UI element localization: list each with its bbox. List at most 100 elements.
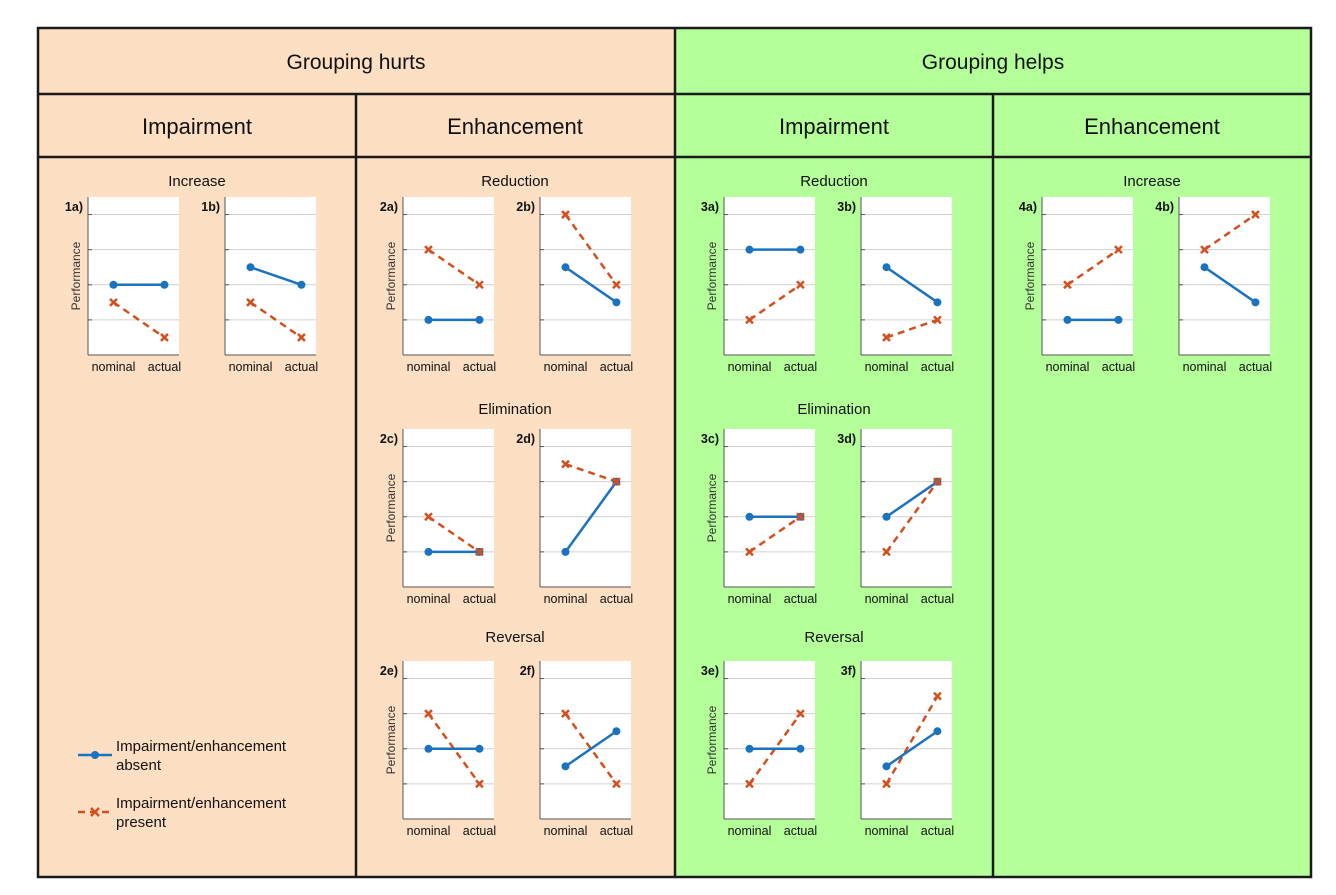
point-absent-actual: [160, 280, 169, 289]
point-absent-nominal: [745, 512, 754, 521]
x-tick-label-actual: actual: [600, 360, 633, 374]
panel-label-2e: 2e): [380, 664, 398, 678]
x-tick-label-actual: actual: [600, 824, 633, 838]
x-tick-label-actual: actual: [784, 592, 817, 606]
point-absent-nominal: [882, 263, 891, 272]
point-present-nominal: [1200, 245, 1209, 255]
x-tick-label-actual: actual: [463, 824, 496, 838]
series-line-absent: [885, 730, 939, 768]
point-present-actual: [1114, 245, 1123, 255]
x-tick-label-actual: actual: [148, 360, 181, 374]
panel-3f: nominal actual 3f): [841, 661, 954, 838]
point-absent-nominal: [1200, 263, 1209, 272]
legend-absent-label-2: absent: [116, 757, 162, 774]
panel-4a: nominal actual 4a) Performance: [1019, 197, 1135, 374]
panel-label-2c: 2c): [380, 432, 398, 446]
plot-area-3d: [861, 429, 952, 587]
point-absent-nominal: [561, 547, 570, 556]
panel-label-2d: 2d): [516, 432, 535, 446]
panel-2f: nominal actual 2f): [520, 661, 633, 838]
panel-label-3c: 3c): [701, 432, 719, 446]
x-tick-label-actual: actual: [921, 824, 954, 838]
x-tick-label-actual: actual: [463, 592, 496, 606]
x-tick-label-actual: actual: [921, 360, 954, 374]
point-present-actual: [933, 691, 942, 701]
panel-label-4b: 4b): [1155, 200, 1174, 214]
point-absent-nominal: [882, 762, 891, 771]
panels: nominal actual 1a) Performance nominal actual…: [65, 197, 1272, 838]
point-present-nominal: [882, 779, 891, 789]
series-line-absent: [564, 266, 618, 304]
y-axis-label-2a: Performance: [384, 241, 398, 310]
x-tick-label-actual: actual: [1239, 360, 1272, 374]
x-tick-label-nominal: nominal: [865, 824, 909, 838]
panel-3c: nominal actual 3c) Performance: [701, 429, 817, 606]
panel-label-3e: 3e): [701, 664, 719, 678]
column-header-1: Impairment: [142, 114, 252, 139]
x-tick-label-actual: actual: [600, 592, 633, 606]
column-header-2: Enhancement: [447, 114, 583, 139]
panel-label-1b: 1b): [201, 200, 220, 214]
series-line-present: [564, 213, 618, 286]
legend-present-marker: [90, 807, 100, 817]
point-present-actual: [297, 333, 306, 342]
point-absent-nominal: [745, 245, 754, 254]
x-tick-label-nominal: nominal: [407, 360, 451, 374]
point-absent-nominal: [424, 547, 433, 556]
point-present-nominal: [882, 547, 891, 557]
x-tick-label-nominal: nominal: [544, 360, 588, 374]
point-present-nominal: [424, 709, 433, 719]
point-absent-nominal: [561, 263, 570, 272]
section-title-elimination-2: Elimination: [478, 401, 551, 418]
point-present-nominal: [745, 779, 754, 789]
series-line-absent: [564, 480, 618, 553]
point-absent-actual: [796, 245, 805, 254]
x-tick-label-nominal: nominal: [1183, 360, 1227, 374]
x-tick-label-nominal: nominal: [544, 824, 588, 838]
panel-1a: nominal actual 1a) Performance: [65, 197, 181, 374]
plot-area-4a: [1042, 197, 1133, 355]
point-present-nominal: [561, 709, 570, 719]
y-axis-label-2e: Performance: [384, 705, 398, 774]
point-present-nominal: [246, 297, 255, 307]
group-header-helps: Grouping helps: [922, 51, 1064, 74]
plot-area-2d: [540, 429, 631, 587]
point-present-actual: [612, 477, 621, 487]
point-present-actual: [796, 709, 805, 719]
legend-present-label-2: present: [116, 814, 167, 831]
panel-label-3f: 3f): [841, 664, 856, 678]
panel-2b: nominal actual 2b): [516, 197, 633, 374]
plot-area-2f: [540, 661, 631, 819]
panel-label-2b: 2b): [516, 200, 535, 214]
plot-area-2a: [403, 197, 494, 355]
point-present-nominal: [424, 245, 433, 255]
point-present-nominal: [109, 297, 118, 307]
section-title-reduction-3: Reduction: [800, 173, 868, 190]
plot-area-3b: [861, 197, 952, 355]
plot-area-4b: [1179, 197, 1270, 355]
panel-label-2a: 2a): [380, 200, 398, 214]
series-line-present: [748, 283, 802, 321]
point-present-actual: [612, 280, 621, 290]
point-absent-actual: [1251, 298, 1260, 307]
x-tick-label-actual: actual: [285, 360, 318, 374]
x-tick-label-actual: actual: [784, 360, 817, 374]
plot-area-3e: [724, 661, 815, 819]
series-line-present: [885, 695, 939, 785]
panel-label-3b: 3b): [837, 200, 856, 214]
series-line-present: [748, 712, 802, 785]
point-present-actual: [1251, 210, 1260, 219]
point-absent-nominal: [882, 512, 891, 521]
section-title-reversal-3: Reversal: [804, 629, 863, 646]
series-line-absent: [885, 266, 939, 304]
panel-2e: nominal actual 2e) Performance: [380, 661, 496, 838]
section-title-reduction-2: Reduction: [481, 173, 549, 190]
point-absent-nominal: [1063, 315, 1072, 324]
section-title-elimination-3: Elimination: [797, 401, 870, 418]
point-present-actual: [933, 315, 942, 325]
x-tick-label-nominal: nominal: [544, 592, 588, 606]
point-present-nominal: [561, 210, 570, 219]
series-line-present: [427, 515, 481, 553]
legend-absent-marker: [91, 751, 99, 759]
